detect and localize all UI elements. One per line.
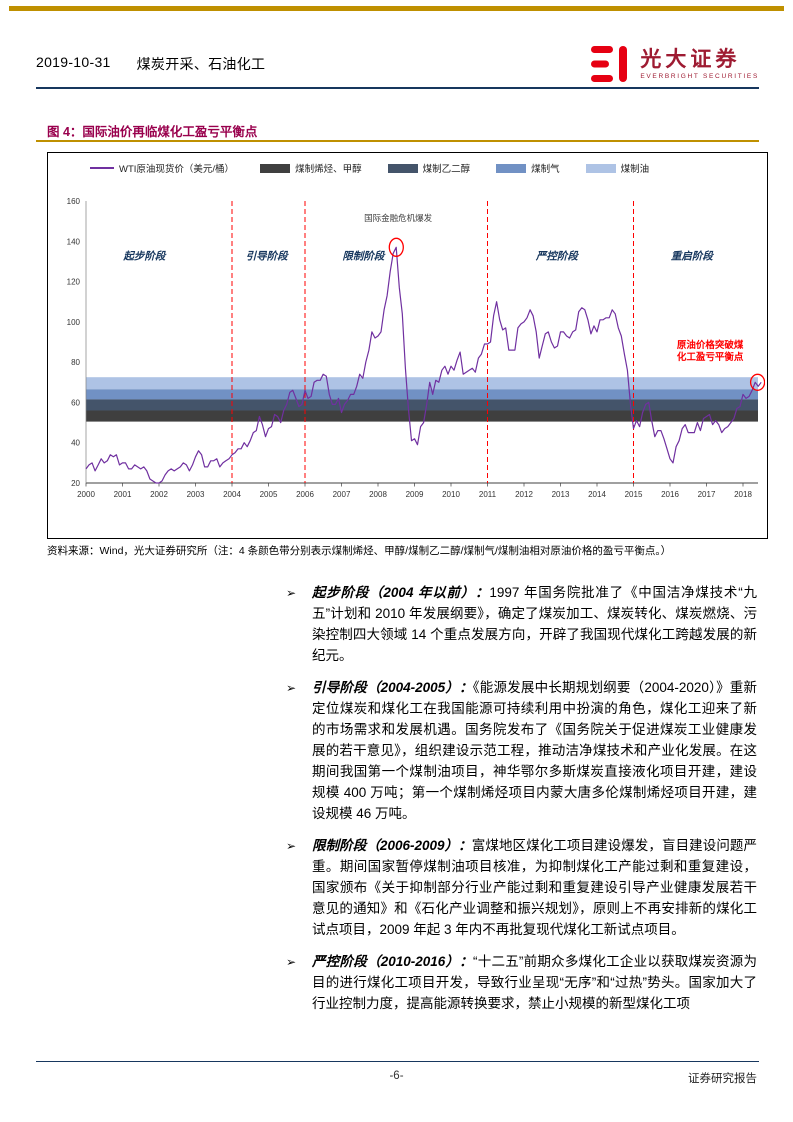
bullet-body: 富煤地区煤化工项目建设爆发，盲目建设问题严重。期间国家暂停煤制油项目核准，为抑制… (312, 838, 758, 937)
bullet-arrow-icon: ➢ (286, 839, 297, 853)
x-tick-label: 2014 (588, 490, 606, 499)
legend-label: 煤制气 (531, 164, 560, 175)
y-tick-label: 160 (67, 197, 81, 206)
bullet-text: 起步阶段（2004 年以前）：1997 年国务院批准了《中国洁净煤技术“九五”计… (312, 582, 757, 666)
bullet-text: 引导阶段（2004-2005）：《能源发展中长期规划纲要（2004-2020）》… (312, 677, 757, 824)
legend-color-swatch (260, 163, 291, 173)
footer-divider (36, 1061, 759, 1062)
legend-item: 煤制烯烃、甲醇 (260, 161, 362, 175)
brand-name-cn: 光大证券 (640, 46, 741, 71)
phase-label: 引导阶段 (246, 249, 289, 262)
bullet-arrow-icon: ➢ (286, 586, 297, 600)
y-tick-label: 140 (67, 237, 81, 246)
top-accent-rule (9, 6, 784, 11)
chart-annotation: 国际金融危机爆发 (364, 213, 433, 223)
bullet-arrow-icon: ➢ (286, 681, 297, 695)
figure-caption-underline (36, 140, 759, 142)
y-tick-label: 20 (71, 479, 80, 488)
phase-bullets: ➢ 起步阶段（2004 年以前）：1997 年国务院批准了《中国洁净煤技术“九五… (286, 582, 757, 1025)
x-tick-label: 2005 (260, 490, 278, 499)
legend-label: 煤制乙二醇 (422, 164, 471, 175)
x-tick-label: 2002 (150, 490, 168, 499)
breakeven-chart: 20 40 60 80 100 120 140 160 2000 2001 2002 2003 2004… (67, 197, 765, 499)
page-number: -6- (389, 1070, 404, 1082)
everbright-logo-icon (591, 46, 628, 82)
breakeven-band (86, 389, 758, 400)
report-date: 2019-10-31 (36, 54, 111, 70)
x-tick-label: 2011 (479, 490, 497, 499)
bullet-title: 引导阶段（2004-2005）： (312, 680, 473, 695)
bullet-body: “十二五”前期众多煤化工企业以获取煤炭资源为目的进行煤化工项目开发，导致行业呈现… (312, 954, 757, 1011)
phase-label: 限制阶段 (342, 249, 385, 262)
legend-label: WTI原油现货价（美元/桶） (119, 164, 235, 175)
legend-color-swatch (496, 163, 527, 173)
x-tick-label: 2017 (698, 490, 716, 499)
phase-label: 严控阶段 (535, 249, 579, 262)
header-meta: 2019-10-31 煤炭开采、石油化工 (36, 54, 265, 74)
phase-label: 重启阶段 (671, 249, 714, 262)
legend-item: 煤制乙二醇 (387, 161, 471, 175)
bullet-body: 《能源发展中长期规划纲要（2004-2020）》重新定位煤炭和煤化工在我国能源可… (312, 680, 757, 821)
header-divider (36, 87, 759, 89)
everbright-logo: 光大证券 EVERBRIGHT SECURITIES (591, 46, 759, 82)
brand-name-en: EVERBRIGHT SECURITIES (640, 72, 759, 80)
report-category: 煤炭开采、石油化工 (136, 56, 266, 72)
chart-legend: WTI原油现货价（美元/桶） 煤制烯烃、甲醇 煤制乙二醇 煤制气 煤制油 (48, 153, 767, 183)
y-tick-label: 80 (71, 358, 80, 367)
figure-chart-frame: WTI原油现货价（美元/桶） 煤制烯烃、甲醇 煤制乙二醇 煤制气 煤制油 20 40 60 8… (47, 152, 768, 539)
legend-item: 煤制气 (496, 161, 560, 175)
breakeven-band (86, 377, 758, 390)
bullet-title: 严控阶段（2010-2016）： (312, 954, 473, 969)
x-tick-label: 2018 (734, 490, 752, 499)
logo-text: 光大证券 EVERBRIGHT SECURITIES (640, 46, 759, 80)
highlight-circle (749, 373, 765, 391)
bullet-title: 限制阶段（2006-2009）： (312, 838, 472, 853)
page-header: 2019-10-31 煤炭开采、石油化工 光大证券 EVERBRIGHT SEC… (36, 42, 759, 86)
bullet-body: 1997 年国务院批准了《中国洁净煤技术“九五”计划和 2010 年发展纲要》，… (312, 585, 757, 663)
x-tick-label: 2008 (369, 490, 387, 499)
wti-price-line (85, 246, 762, 484)
figure-caption: 图 4：国际油价再临煤化工盈亏平衡点 (47, 125, 258, 139)
source-note: 资料来源：Wind，光大证券研究所（注：4 条颜色带分别表示煤制烯烃、甲醇/煤制… (47, 545, 672, 557)
breakeven-band (86, 399, 758, 411)
y-tick-label: 40 (71, 439, 80, 448)
x-tick-label: 2007 (333, 490, 351, 499)
y-tick-label: 60 (71, 398, 80, 407)
x-tick-label: 2016 (661, 490, 679, 499)
highlight-circle (388, 237, 404, 257)
breakeven-band (86, 410, 758, 422)
legend-item: WTI原油现货价（美元/桶） (90, 161, 234, 175)
bullet-title: 起步阶段（2004 年以前）： (312, 585, 490, 600)
bullet-item-restriction: ➢ 限制阶段（2006-2009）：富煤地区煤化工项目建设爆发，盲目建设问题严重… (286, 835, 757, 940)
bullet-item-strict-control: ➢ 严控阶段（2010-2016）：“十二五”前期众多煤化工企业以获取煤炭资源为… (286, 951, 757, 1014)
y-tick-label: 100 (67, 318, 81, 327)
bullet-text: 限制阶段（2006-2009）：富煤地区煤化工项目建设爆发，盲目建设问题严重。期… (312, 835, 757, 940)
legend-item: 煤制油 (585, 161, 650, 175)
y-tick-label: 120 (67, 278, 81, 287)
legend-color-swatch (585, 163, 616, 173)
legend-color-swatch (387, 163, 418, 173)
bullet-arrow-icon: ➢ (286, 955, 297, 969)
x-tick-label: 2013 (552, 490, 570, 499)
x-tick-label: 2010 (442, 490, 460, 499)
x-tick-label: 2006 (296, 490, 314, 499)
legend-line-sample (90, 167, 114, 169)
legend-label: 煤制油 (620, 164, 650, 175)
x-tick-label: 2004 (223, 490, 241, 499)
report-type-label: 证券研究报告 (688, 1073, 757, 1085)
bullet-text: 严控阶段（2010-2016）：“十二五”前期众多煤化工企业以获取煤炭资源为目的… (312, 951, 757, 1014)
chart-annotation: 原油价格突破煤化工盈亏平衡点 (677, 339, 744, 363)
x-tick-label: 2000 (77, 490, 95, 499)
x-tick-label: 2012 (515, 490, 533, 499)
bullet-item-guidance: ➢ 引导阶段（2004-2005）：《能源发展中长期规划纲要（2004-2020… (286, 677, 757, 824)
legend-label: 煤制烯烃、甲醇 (295, 164, 362, 175)
x-tick-label: 2003 (187, 490, 205, 499)
phase-label: 起步阶段 (122, 249, 166, 262)
bullet-item-startup: ➢ 起步阶段（2004 年以前）：1997 年国务院批准了《中国洁净煤技术“九五… (286, 582, 757, 666)
x-tick-label: 2015 (625, 490, 643, 499)
x-tick-label: 2009 (406, 490, 424, 499)
x-tick-label: 2001 (114, 490, 132, 499)
